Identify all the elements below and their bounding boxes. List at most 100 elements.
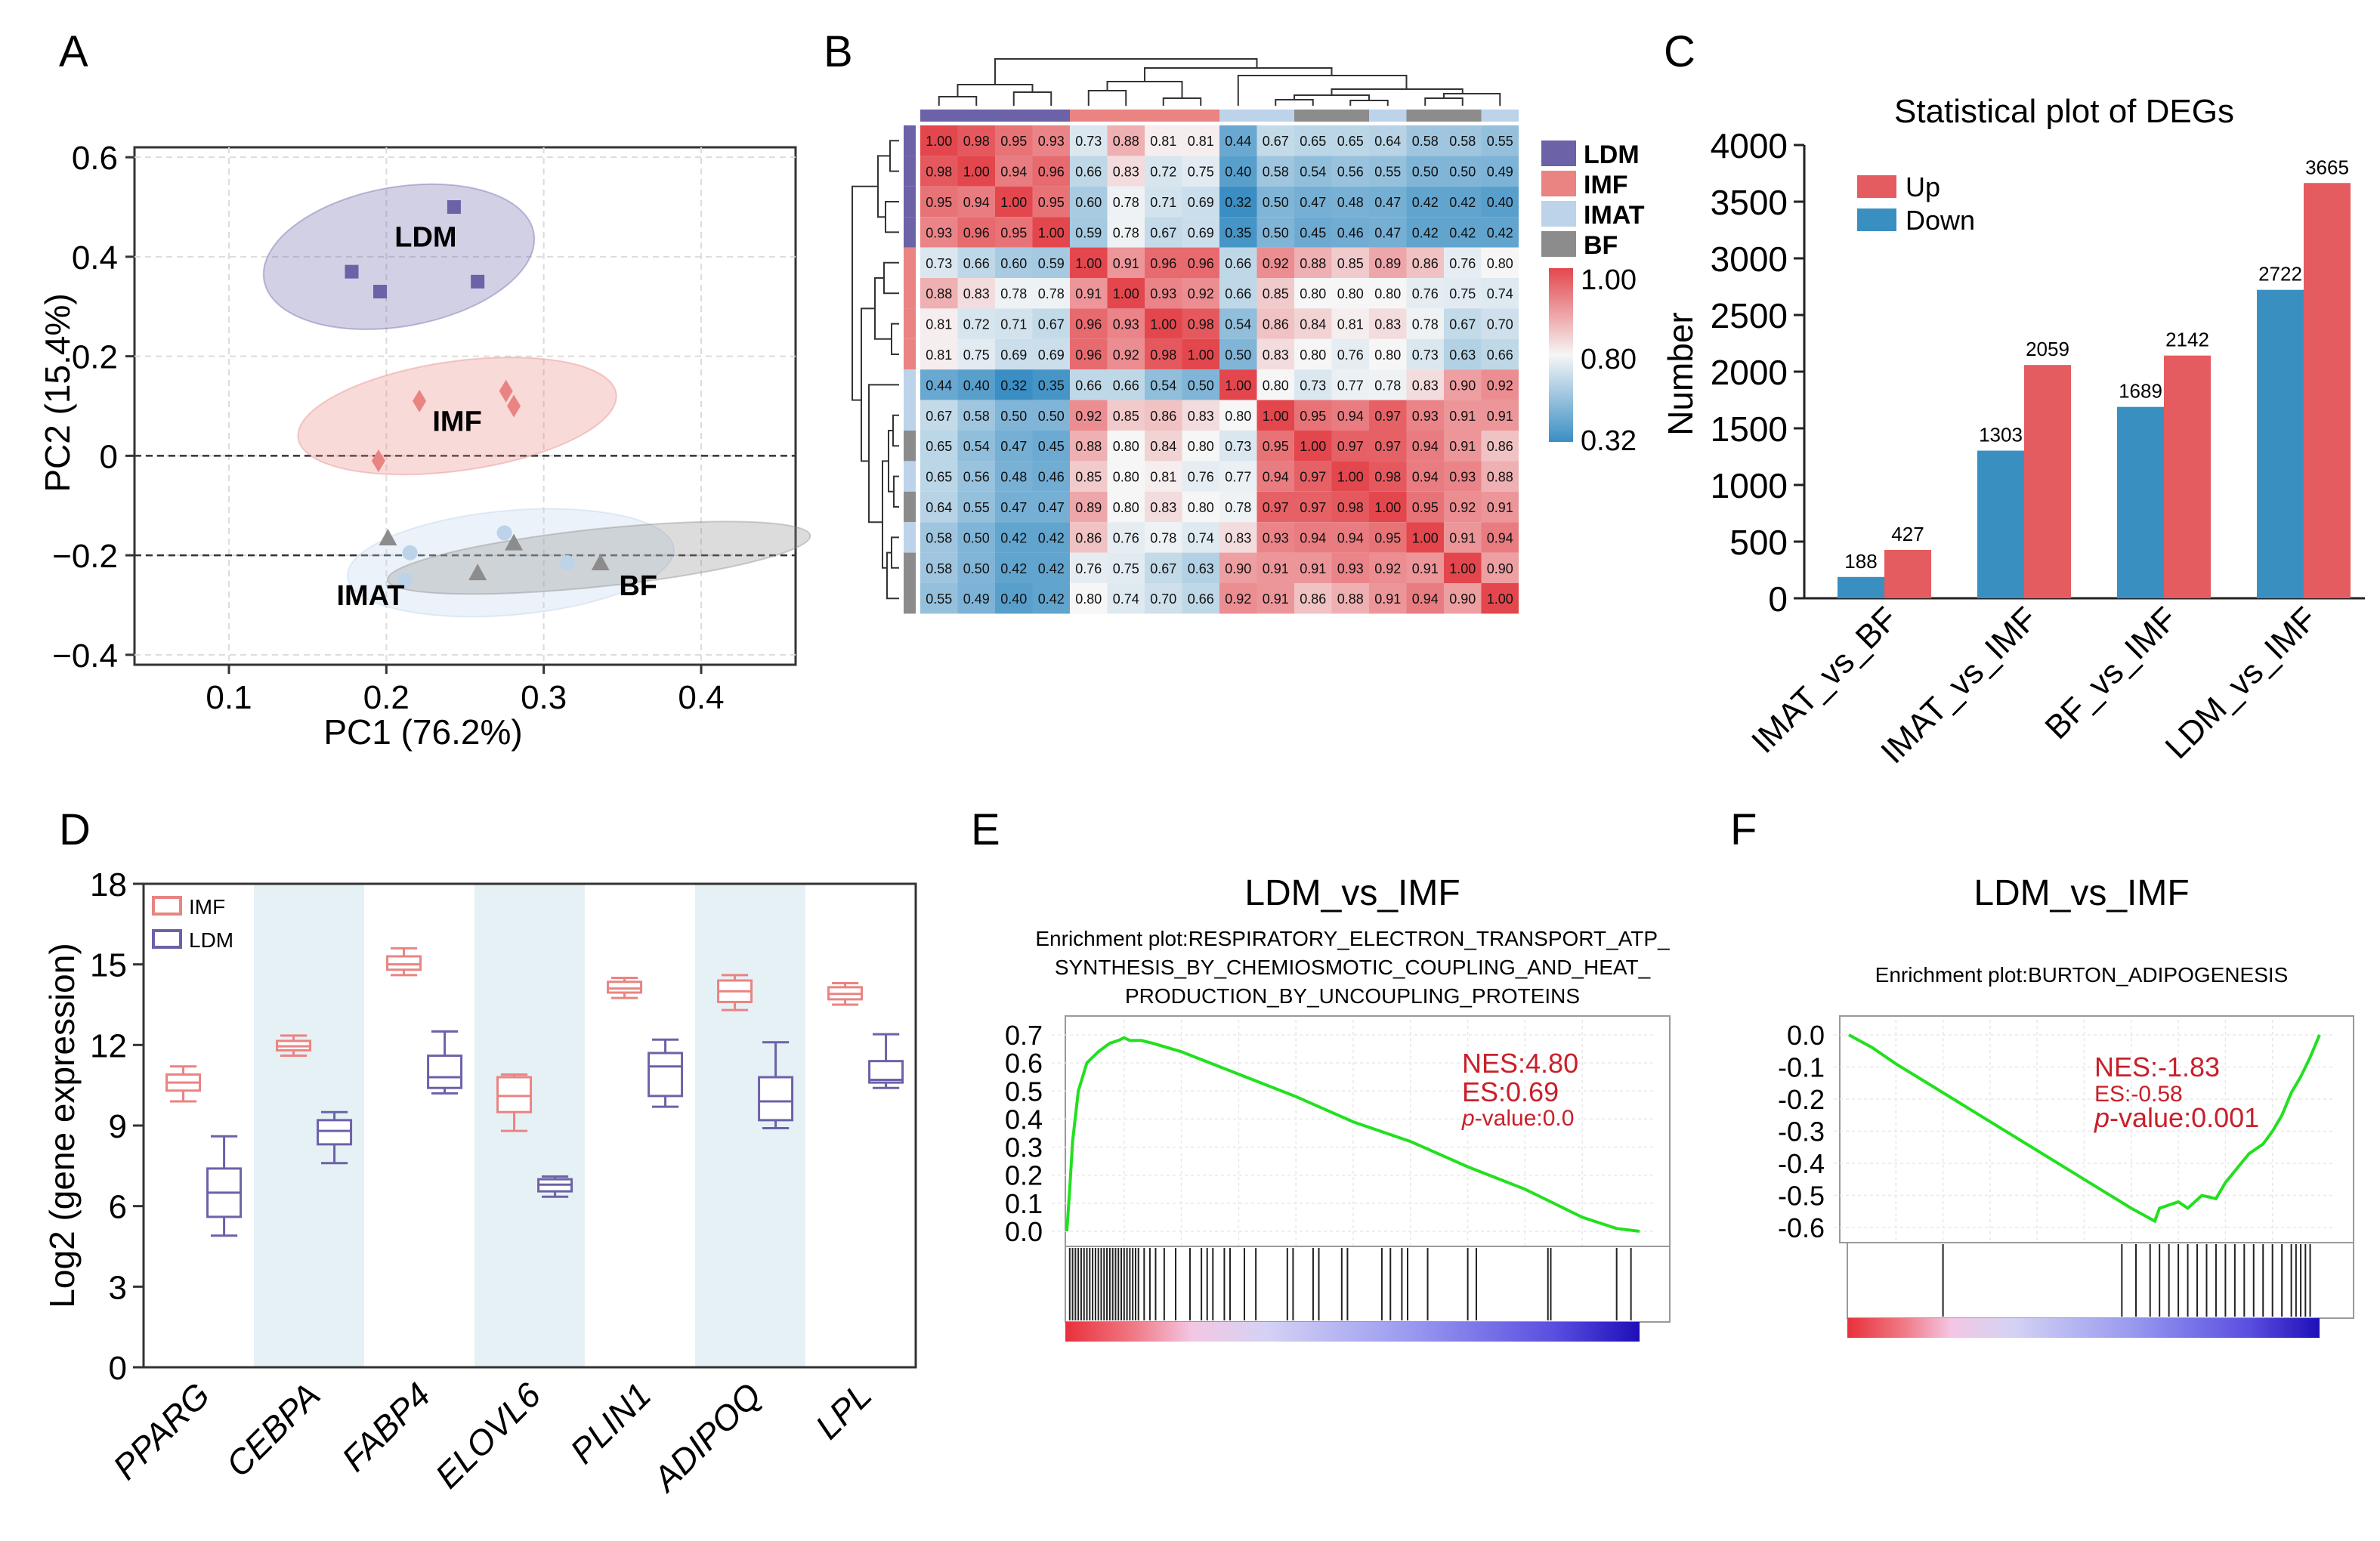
heatmap-cell xyxy=(1032,156,1070,187)
heatmap-cell-label: 0.92 xyxy=(1449,500,1476,515)
heatmap-cell xyxy=(957,369,995,400)
heatmap-cell-label: 0.91 xyxy=(1263,561,1289,576)
heatmap-cell xyxy=(1256,583,1294,614)
heatmap-cell xyxy=(1294,400,1332,431)
heatmap-cell xyxy=(1070,278,1108,309)
heatmap-cell xyxy=(1182,186,1219,218)
heatmap-cell xyxy=(1294,278,1332,309)
heatmap-cell-label: 0.83 xyxy=(963,286,990,301)
heatmap-cell xyxy=(1406,125,1444,156)
heatmap-cell xyxy=(1182,431,1219,462)
heatmap-cell-label: 0.84 xyxy=(1150,439,1176,454)
heatmap-cell-label: 0.83 xyxy=(1263,347,1289,363)
heatmap-cell-label: 0.67 xyxy=(1449,317,1476,332)
column-group-ldm xyxy=(1032,110,1070,122)
heatmap-cell-label: 0.75 xyxy=(1113,561,1139,576)
heatmap-cell-label: 0.95 xyxy=(1412,500,1439,515)
pca-y-tick-label: −0.4 xyxy=(52,638,118,675)
heatmap-panel: 1.00 0.98 0.95 0.93 0.73 0.88 0.81 0.81 0.44 0.67… xyxy=(852,58,1645,614)
pca-point-ldm xyxy=(471,274,485,289)
heatmap-cell xyxy=(1331,186,1369,218)
column-group-imf xyxy=(1182,110,1219,122)
heatmap-cell xyxy=(1369,431,1407,462)
heatmap-legend-swatch-bf xyxy=(1541,231,1576,257)
column-group-bf xyxy=(1331,110,1369,122)
pca-group-label-bf: BF xyxy=(619,570,657,602)
pca-panel: LDM IMF IMAT BF 0.1 0.2 0.3 0.4 0.6 0.4 0.2 0 −0.2 −… xyxy=(38,140,811,752)
pca-point-bf xyxy=(591,553,610,570)
heatmap-cell-label: 0.93 xyxy=(1263,530,1289,545)
heatmap-cell xyxy=(920,369,958,400)
pca-y-tick-label: 0.2 xyxy=(72,339,118,376)
heatmap-cell-label: 0.65 xyxy=(1337,134,1364,149)
heatmap-cell-label: 1.00 xyxy=(1225,378,1251,393)
box-imf-lpl xyxy=(827,982,864,1006)
heatmap-cell-label: 0.44 xyxy=(1225,134,1251,149)
heatmap-cell-label: 0.42 xyxy=(1000,530,1027,545)
heatmap-cell-label: 0.50 xyxy=(1263,195,1289,210)
heatmap-cell xyxy=(995,461,1033,492)
heatmap-cell xyxy=(1145,400,1182,431)
column-dendrogram-branch xyxy=(1349,100,1389,106)
pca-y-tick-label: 0.6 xyxy=(72,140,118,177)
pca-point-imf xyxy=(413,389,427,412)
heatmap-legend-label-bf: BF xyxy=(1584,231,1618,260)
heatmap-cell xyxy=(1481,247,1519,278)
heatmap-cell-label: 0.42 xyxy=(1038,561,1065,576)
heatmap-cell xyxy=(1107,278,1145,309)
heatmap-cell xyxy=(1256,491,1294,523)
row-dendrogram-branch xyxy=(893,475,899,508)
heatmap-cell-label: 1.00 xyxy=(1000,195,1027,210)
heatmap-cell xyxy=(1032,491,1070,523)
heatmap-cell-label: 0.83 xyxy=(1188,409,1214,424)
heatmap-cell-label: 0.94 xyxy=(1300,530,1326,545)
heatmap-cell-label: 0.91 xyxy=(1374,591,1401,607)
heatmap-cell xyxy=(920,400,958,431)
heatmap-cell-label: 0.94 xyxy=(1412,591,1439,607)
box-legend-swatch-imf xyxy=(152,896,182,916)
heatmap-cell-label: 0.35 xyxy=(1225,225,1251,240)
heatmap-cell xyxy=(1294,217,1332,248)
heatmap-cell-label: 0.32 xyxy=(1000,378,1027,393)
heatmap-cell xyxy=(1145,125,1182,156)
gsea-e-nes: NES:4.80 xyxy=(1462,1048,1578,1079)
heatmap-cell-label: 0.90 xyxy=(1225,561,1251,576)
heatmap-cell-label: 0.32 xyxy=(1225,195,1251,210)
heatmap-cell xyxy=(1444,522,1482,553)
heatmap-cell-label: 0.81 xyxy=(926,347,952,363)
heatmap-cell-label: 0.58 xyxy=(926,530,952,545)
heatmap-cell xyxy=(1182,491,1219,523)
heatmap-cell xyxy=(1032,400,1070,431)
heatmap-cell xyxy=(1331,369,1369,400)
column-group-imat xyxy=(1481,110,1519,122)
heatmap-cell xyxy=(1256,156,1294,187)
deg-legend-swatch-up xyxy=(1857,175,1896,198)
heatmap-cell-label: 0.67 xyxy=(1263,134,1289,149)
heatmap-cell-label: 1.00 xyxy=(1374,500,1401,515)
box-category-label: LPL xyxy=(808,1375,879,1447)
heatmap-cell-label: 0.97 xyxy=(1374,409,1401,424)
pca-point-imat xyxy=(397,573,413,588)
heatmap-scale-label: 1.00 xyxy=(1581,264,1637,296)
heatmap-cell-label: 0.81 xyxy=(926,317,952,332)
heatmap-cell xyxy=(1182,156,1219,187)
heatmap-cell-label: 0.59 xyxy=(1075,225,1102,240)
heatmap-cell xyxy=(920,217,958,248)
heatmap-cell-label: 0.58 xyxy=(926,561,952,576)
row-dendrogram-branch xyxy=(892,414,899,447)
heatmap-cell-label: 0.86 xyxy=(1150,409,1176,424)
heatmap-cell xyxy=(1294,522,1332,553)
heatmap-legend-label-imf: IMF xyxy=(1584,171,1628,199)
column-group-imat xyxy=(1256,110,1294,122)
gsea-panel-e: LDM_vs_IMF Enrichment plot:RESPIRATORY_E… xyxy=(1005,873,1671,1342)
heatmap-cell-label: 1.00 xyxy=(1263,409,1289,424)
heatmap-cell-label: 0.75 xyxy=(1188,165,1214,180)
heatmap-cell-label: 0.88 xyxy=(1337,591,1364,607)
deg-category-label: IMAT_vs_BF xyxy=(1745,600,1905,760)
heatmap-cell xyxy=(1182,217,1219,248)
heatmap-cell-label: 0.60 xyxy=(1075,195,1102,210)
heatmap-cell-label: 0.83 xyxy=(1150,500,1176,515)
heatmap-cell-label: 0.96 xyxy=(1188,256,1214,271)
heatmap-cell xyxy=(1107,522,1145,553)
heatmap-cell xyxy=(995,308,1033,339)
